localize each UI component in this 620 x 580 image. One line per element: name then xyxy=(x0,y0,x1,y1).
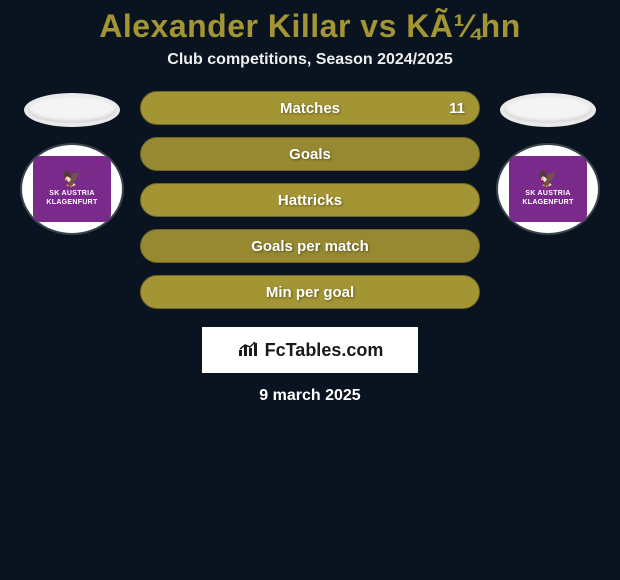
left-club-name-line1: SK AUSTRIA xyxy=(49,190,95,197)
stat-row-goals: Goals xyxy=(140,137,480,171)
brand-text: FcTables.com xyxy=(265,340,384,361)
stat-right-value: 11 xyxy=(435,100,479,117)
left-club-badge: 🦅 SK AUSTRIA KLAGENFURT xyxy=(22,145,122,233)
stat-row-min-per-goal: Min per goal xyxy=(140,275,480,309)
stat-row-hattricks: Hattricks xyxy=(140,183,480,217)
right-club-badge: 🦅 SK AUSTRIA KLAGENFURT xyxy=(498,145,598,233)
chart-icon xyxy=(237,340,259,361)
brand-badge: FcTables.com xyxy=(202,327,418,373)
left-player-column: 🦅 SK AUSTRIA KLAGENFURT xyxy=(22,89,122,233)
stat-label: Goals xyxy=(185,146,435,163)
hawk-icon: 🦅 xyxy=(538,172,558,188)
stats-column: Matches 11 Goals Hattricks Goals per mat… xyxy=(140,89,480,309)
left-club-name-line2: KLAGENFURT xyxy=(46,199,97,206)
stat-label: Matches xyxy=(185,100,435,117)
stat-row-matches: Matches 11 xyxy=(140,91,480,125)
stat-label: Hattricks xyxy=(185,192,435,209)
right-player-avatar xyxy=(500,93,596,127)
stat-label: Goals per match xyxy=(185,238,435,255)
right-club-badge-inner: 🦅 SK AUSTRIA KLAGENFURT xyxy=(509,156,587,222)
stat-row-goals-per-match: Goals per match xyxy=(140,229,480,263)
page-subtitle: Club competitions, Season 2024/2025 xyxy=(167,51,452,69)
stat-label: Min per goal xyxy=(185,284,435,301)
footer-date: 9 march 2025 xyxy=(259,387,360,405)
right-club-name-line2: KLAGENFURT xyxy=(522,199,573,206)
left-club-badge-inner: 🦅 SK AUSTRIA KLAGENFURT xyxy=(33,156,111,222)
right-club-name-line1: SK AUSTRIA xyxy=(525,190,571,197)
hawk-icon: 🦅 xyxy=(62,172,82,188)
page-title: Alexander Killar vs KÃ¼hn xyxy=(99,8,521,45)
left-player-avatar xyxy=(24,93,120,127)
right-player-column: 🦅 SK AUSTRIA KLAGENFURT xyxy=(498,89,598,233)
